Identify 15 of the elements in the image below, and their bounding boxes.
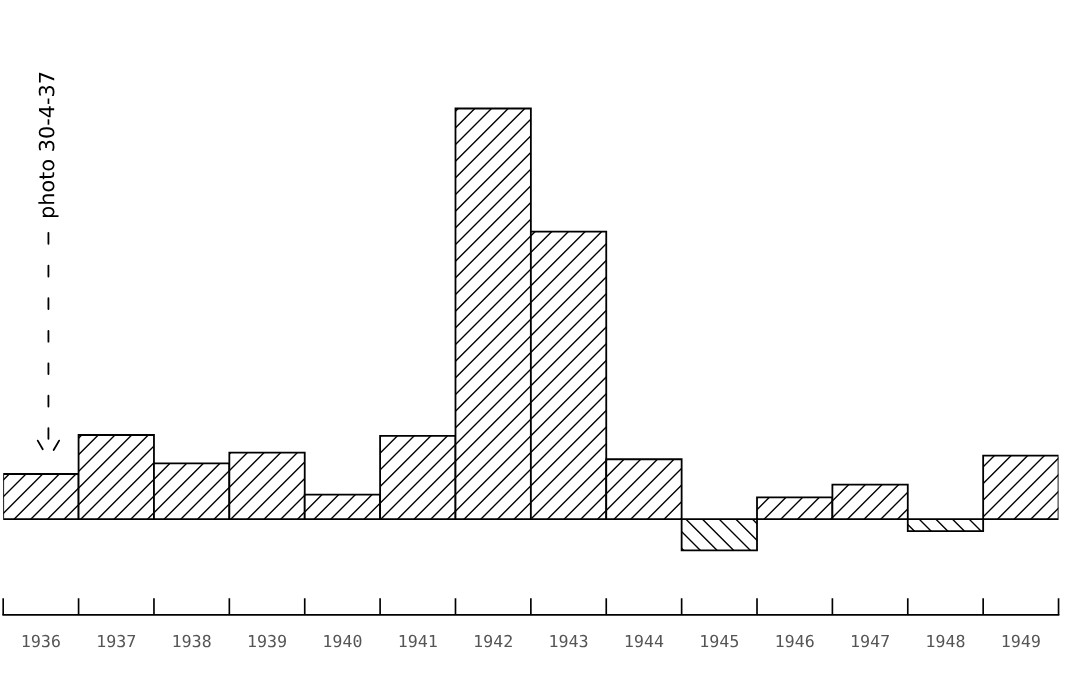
x-tick-label: 1949 — [1002, 634, 1040, 648]
x-tick-label: 1942 — [475, 634, 512, 648]
x-tick-label: 1945 — [701, 634, 739, 648]
x-tick-label: 1940 — [324, 634, 362, 648]
x-tick-label: 1937 — [98, 634, 136, 648]
x-tick-label: 1948 — [927, 634, 965, 648]
x-tick-label: 1939 — [248, 634, 286, 648]
x-tick-label: 1936 — [22, 634, 60, 648]
x-tick-label: 1946 — [776, 634, 814, 648]
x-tick-label: 1947 — [852, 634, 889, 648]
x-tick-label: 1938 — [173, 634, 211, 648]
x-tick-label: 1941 — [399, 634, 437, 648]
x-tick-label: 1944 — [625, 634, 664, 648]
x-tick-label: 1943 — [550, 634, 588, 648]
annotation: photo 30-4-37 — [38, 72, 59, 218]
